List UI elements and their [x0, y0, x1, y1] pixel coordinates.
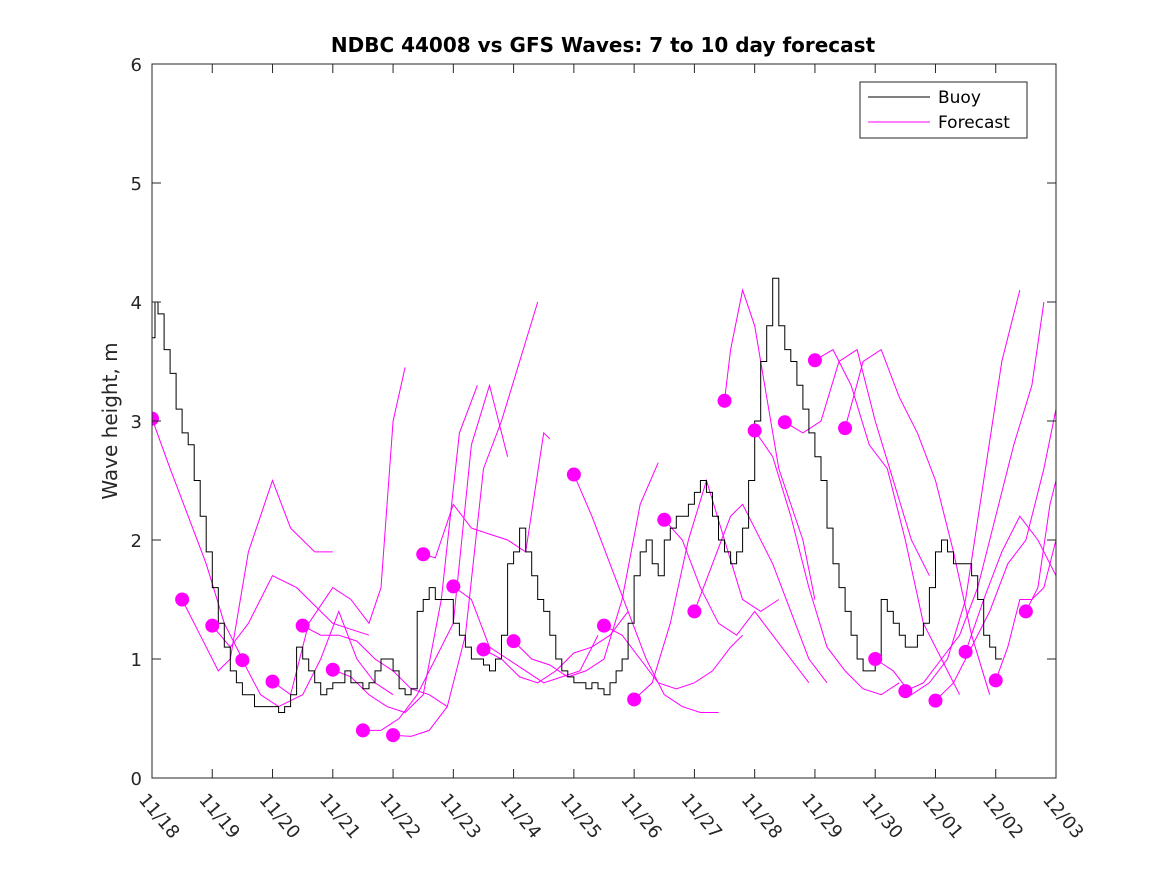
- forecast-start-marker: [687, 604, 702, 619]
- forecast-line: [754, 430, 900, 696]
- x-tick-label: 11/19: [194, 790, 243, 843]
- legend-buoy-label: Buoy: [938, 88, 981, 108]
- forecast-start-marker: [416, 547, 431, 562]
- forecast-line: [483, 611, 629, 684]
- forecast-start-marker: [898, 684, 913, 699]
- forecast-line: [935, 409, 1056, 701]
- forecast-start-marker: [235, 653, 250, 668]
- forecast-start-marker: [807, 353, 822, 368]
- legend-box: [859, 81, 1028, 139]
- forecast-start-marker: [325, 662, 340, 677]
- x-tick-label: 11/20: [255, 790, 304, 843]
- x-tick-label: 12/03: [1038, 790, 1087, 843]
- forecast-line: [453, 585, 599, 684]
- forecast-line: [603, 625, 743, 690]
- y-axis: 0 1 2 3 4 5 6: [131, 55, 1056, 790]
- y-tick-label: 5: [131, 174, 142, 195]
- forecast-line: [423, 431, 551, 559]
- forecast-start-marker: [777, 415, 792, 430]
- forecast-line: [965, 515, 1056, 653]
- forecast-line: [362, 383, 509, 731]
- forecast-line: [272, 367, 406, 696]
- forecast-start-marker: [386, 728, 401, 743]
- forecast-line: [181, 479, 333, 672]
- x-tick-label: 11/21: [315, 790, 364, 843]
- forecast-start-marker: [1018, 604, 1033, 619]
- x-tick-label: 11/18: [134, 790, 183, 843]
- forecast-start-marker: [476, 642, 491, 657]
- y-tick-label: 0: [131, 769, 142, 790]
- forecast-start-marker: [838, 421, 853, 436]
- forecast-start-marker: [717, 393, 732, 408]
- x-tick-label: 12/01: [918, 790, 967, 843]
- forecast-start-marker: [566, 467, 581, 482]
- forecast-start-marker: [205, 618, 220, 633]
- forecast-line: [573, 474, 719, 713]
- x-tick-label: 11/26: [616, 790, 665, 843]
- x-tick-label: 11/24: [496, 790, 545, 843]
- forecast-start-marker: [265, 674, 280, 689]
- forecast-start-marker: [657, 512, 672, 527]
- forecast-line: [633, 478, 780, 700]
- x-tick-label: 11/27: [677, 790, 726, 843]
- y-axis-label: Wave height, m: [98, 342, 122, 499]
- forecast-line: [663, 519, 810, 684]
- y-tick-label: 6: [131, 55, 142, 76]
- forecast-start-marker: [928, 693, 943, 708]
- x-tick-label: 11/29: [797, 790, 846, 843]
- x-tick-label: 11/22: [375, 790, 424, 843]
- x-tick-label: 12/02: [978, 790, 1027, 843]
- forecast-line: [1025, 480, 1056, 612]
- y-tick-label: 4: [131, 293, 142, 314]
- x-tick-label: 11/30: [857, 790, 906, 843]
- forecast-start-marker: [152, 411, 159, 426]
- y-tick-label: 2: [131, 531, 142, 552]
- forecast-line: [332, 385, 478, 714]
- forecast-line: [905, 301, 1045, 692]
- y-tick-label: 1: [131, 650, 142, 671]
- forecast-line: [241, 609, 394, 708]
- forecast-line: [513, 462, 659, 678]
- forecast-start-marker: [597, 618, 611, 633]
- buoy-line: [152, 277, 1002, 713]
- y-tick-label: 3: [131, 412, 142, 433]
- forecast-line: [995, 539, 1056, 681]
- forecast-line: [211, 575, 370, 648]
- forecast-line: [724, 288, 816, 600]
- legend-forecast-label: Forecast: [938, 113, 1010, 133]
- axes-box: [151, 63, 1057, 779]
- forecast-start-marker: [506, 634, 521, 649]
- forecast-line: [814, 348, 961, 695]
- forecast-start-marker: [958, 644, 973, 659]
- chart-title: NDBC 44008 vs GFS Waves: 7 to 10 day for…: [331, 33, 876, 57]
- forecast-start-marker: [747, 423, 762, 438]
- forecast-line: [693, 503, 828, 684]
- x-tick-label: 11/23: [436, 790, 485, 843]
- forecast-line: [874, 289, 1021, 696]
- forecast-start-marker: [988, 673, 1003, 688]
- x-axis: 11/18 11/19 11/20 11/21 11/22 11/23 11/24 11/25…: [134, 64, 1088, 843]
- plot-area: [152, 277, 1056, 743]
- forecast-start-marker: [295, 618, 310, 633]
- x-tick-label: 11/28: [737, 790, 786, 843]
- forecast-start-marker: [868, 652, 883, 666]
- forecast-line: [844, 348, 991, 695]
- forecast-start-marker: [355, 723, 370, 738]
- forecast-start-marker: [446, 579, 461, 594]
- forecast-start-marker: [175, 592, 190, 607]
- x-tick-label: 11/25: [556, 790, 605, 843]
- legend: Buoy Forecast: [859, 81, 1028, 139]
- forecast-line: [393, 301, 539, 737]
- forecast-start-marker: [627, 692, 642, 707]
- forecast-line: [152, 418, 243, 660]
